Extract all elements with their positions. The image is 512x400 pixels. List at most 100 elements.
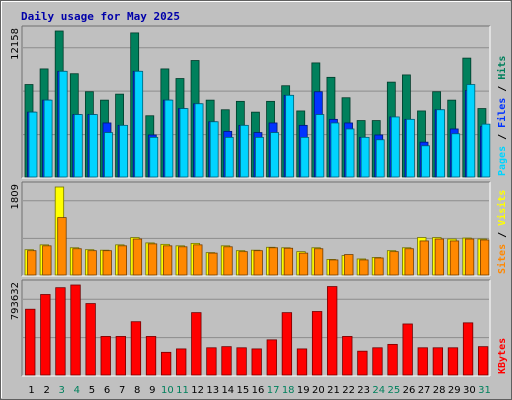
- sites-bar: [465, 239, 474, 275]
- day-label: 29: [448, 385, 461, 396]
- kbytes-bar: [161, 352, 171, 375]
- sites-bar: [58, 218, 67, 275]
- kbytes-bar: [373, 348, 383, 375]
- sites-bar: [405, 249, 414, 275]
- kbytes-bar: [418, 348, 428, 375]
- kbytes-max-label: 793632: [10, 282, 21, 320]
- sites-visits-max-label: 1809: [10, 184, 21, 209]
- kbytes-bar: [252, 349, 261, 375]
- kbytes-bar: [463, 323, 473, 375]
- hits-files-pages-label-separator: /: [497, 80, 508, 98]
- day-label: 18: [282, 385, 295, 396]
- sites-bar: [314, 249, 323, 275]
- day-label: 10: [161, 385, 174, 396]
- day-label: 15: [237, 385, 250, 396]
- sites-bar: [254, 251, 262, 275]
- kbytes-bar: [222, 347, 232, 375]
- pages-bar: [104, 133, 112, 177]
- kbytes-bar: [192, 313, 202, 375]
- hits-files-pages-max-label: 12158: [10, 28, 21, 60]
- pages-bar: [331, 123, 339, 177]
- sites-bar: [390, 252, 399, 275]
- pages-bar: [165, 100, 173, 177]
- hits-files-pages-label-pages: Pages: [497, 146, 508, 176]
- hits-files-pages-label-separator: /: [497, 128, 508, 146]
- day-label: 16: [252, 385, 265, 396]
- pages-bar: [89, 115, 97, 177]
- day-label: 7: [119, 385, 125, 396]
- pages-bar: [271, 133, 279, 177]
- sites-bar: [329, 260, 338, 275]
- hits-files-pages-label-hits: Hits: [496, 56, 508, 80]
- day-label: 23: [357, 385, 370, 396]
- sites-bar: [224, 247, 233, 275]
- day-label: 1: [28, 385, 34, 396]
- hits-files-pages-series-label: Pages / Files / Hits: [496, 56, 508, 176]
- kbytes-bar: [207, 348, 217, 375]
- kbytes-bar: [312, 311, 322, 375]
- pages-bar: [74, 115, 82, 177]
- sites-bar: [73, 249, 82, 275]
- kbytes-bar: [116, 336, 126, 375]
- kbytes-series-label: KBytes: [497, 338, 508, 374]
- sites-bar: [284, 248, 293, 275]
- chart-title: Daily usage for May 2025: [21, 10, 180, 23]
- day-label: 27: [418, 385, 431, 396]
- kbytes-bar: [41, 294, 51, 375]
- sites-bar: [360, 260, 369, 275]
- kbytes-bar: [448, 348, 458, 375]
- pages-bar: [180, 109, 188, 177]
- sites-bar: [375, 258, 384, 275]
- sites-bar: [450, 241, 459, 275]
- hits-files-pages-label-files: Files: [496, 98, 508, 128]
- sites-visits-series-label: Sites / Visits: [496, 190, 508, 274]
- day-label: 31: [478, 385, 491, 396]
- pages-bar: [376, 140, 384, 177]
- day-label: 25: [388, 385, 401, 396]
- kbytes-bar: [267, 340, 277, 375]
- pages-bar: [346, 129, 354, 177]
- day-label: 5: [89, 385, 95, 396]
- pages-bar: [437, 110, 445, 177]
- pages-bar: [44, 100, 52, 177]
- pages-bar: [467, 85, 475, 177]
- sites-bar: [239, 252, 248, 275]
- pages-bar: [225, 137, 233, 177]
- kbytes-label-kbytes: KBytes: [497, 338, 508, 374]
- day-label: 14: [221, 385, 234, 396]
- day-label: 30: [463, 385, 476, 396]
- day-label: 21: [327, 385, 340, 396]
- kbytes-bar: [146, 336, 156, 375]
- pages-bar: [210, 122, 218, 177]
- sites-visits-label-separator: /: [497, 226, 508, 244]
- kbytes-bar: [101, 336, 111, 375]
- pages-bar: [316, 115, 324, 177]
- pages-bar: [286, 95, 294, 177]
- sites-bar: [178, 247, 187, 275]
- pages-bar: [482, 124, 490, 177]
- day-label: 13: [206, 385, 219, 396]
- sites-bar: [420, 241, 429, 275]
- sites-bar: [194, 245, 203, 275]
- day-label: 11: [176, 385, 189, 396]
- hits-files-pages-panel: 12158 Pages / Files / Hits: [10, 26, 508, 178]
- day-label: 12: [191, 385, 204, 396]
- kbytes-bar: [403, 324, 413, 375]
- sites-bar: [103, 251, 112, 275]
- pages-bar: [240, 125, 248, 177]
- day-label: 24: [372, 385, 385, 396]
- sites-bar: [269, 248, 278, 275]
- sites-visits-label-visits: Visits: [496, 190, 508, 226]
- kbytes-bar: [131, 322, 141, 375]
- pages-bar: [391, 117, 399, 177]
- sites-bar: [435, 239, 444, 275]
- day-label: 20: [312, 385, 325, 396]
- kbytes-bar: [343, 336, 353, 375]
- kbytes-panel: 793632 KBytes: [10, 280, 508, 376]
- day-label: 4: [74, 385, 80, 396]
- sites-bar: [88, 251, 97, 275]
- kbytes-bar: [297, 349, 307, 375]
- kbytes-bar: [26, 309, 36, 375]
- day-label: 6: [104, 385, 110, 396]
